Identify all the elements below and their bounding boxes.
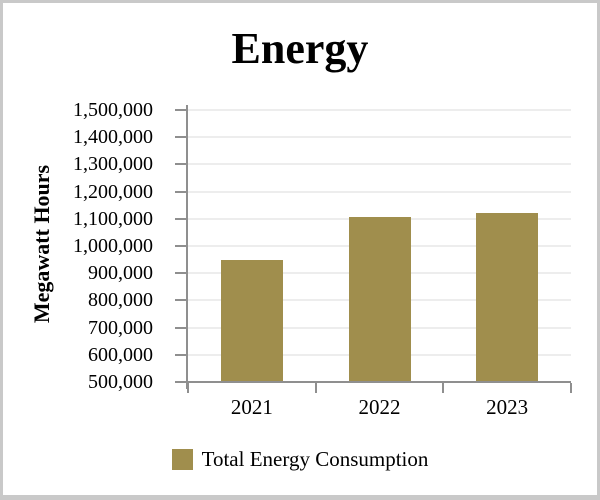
y-tick-label: 1,000,000 bbox=[73, 235, 153, 257]
y-tick bbox=[175, 299, 187, 302]
legend-label: Total Energy Consumption bbox=[201, 447, 429, 471]
y-tick-label: 1,300,000 bbox=[73, 153, 153, 176]
y-tick-label: 1,500,000 bbox=[73, 99, 153, 121]
y-tick bbox=[175, 326, 187, 329]
y-axis-line bbox=[186, 105, 188, 389]
x-tick bbox=[442, 383, 445, 393]
y-tick-label: 1,100,000 bbox=[73, 207, 153, 230]
y-tick-label: 800,000 bbox=[88, 289, 153, 312]
y-tick bbox=[175, 163, 187, 166]
y-tick-label: 900,000 bbox=[88, 262, 153, 285]
x-tick-label: 2022 bbox=[358, 395, 401, 419]
bar-2022 bbox=[348, 217, 411, 382]
y-tick bbox=[175, 245, 187, 247]
y-tick bbox=[175, 136, 187, 139]
chart-title: Energy bbox=[231, 24, 369, 73]
x-tick bbox=[570, 383, 572, 393]
x-tick bbox=[187, 383, 189, 393]
y-tick bbox=[175, 109, 187, 111]
y-tick bbox=[175, 190, 187, 193]
gridline bbox=[188, 190, 571, 193]
y-tick bbox=[175, 217, 187, 220]
plot-area: 500,000 600,000 700,000 800,000 900,000 1,000… bbox=[73, 100, 572, 418]
gridline bbox=[188, 136, 571, 139]
y-tick-label: 600,000 bbox=[88, 343, 153, 366]
x-axis-line bbox=[175, 381, 571, 383]
bar-2023 bbox=[476, 213, 539, 382]
x-tick-label: 2021 bbox=[230, 395, 273, 419]
gridline bbox=[188, 109, 571, 111]
y-tick-label: 1,400,000 bbox=[73, 126, 153, 149]
legend: Total Energy Consumption bbox=[3, 447, 597, 472]
y-tick bbox=[175, 272, 187, 275]
y-tick-label: 500,000 bbox=[88, 371, 153, 393]
legend-swatch bbox=[171, 449, 193, 470]
y-tick bbox=[175, 353, 187, 356]
x-tick bbox=[314, 383, 317, 393]
y-tick-label: 700,000 bbox=[88, 316, 153, 339]
x-tick-label: 2023 bbox=[486, 395, 529, 419]
y-tick-label: 1,200,000 bbox=[73, 180, 153, 203]
y-tick bbox=[175, 381, 187, 383]
gridline bbox=[188, 163, 571, 166]
bar-2021 bbox=[220, 259, 283, 382]
